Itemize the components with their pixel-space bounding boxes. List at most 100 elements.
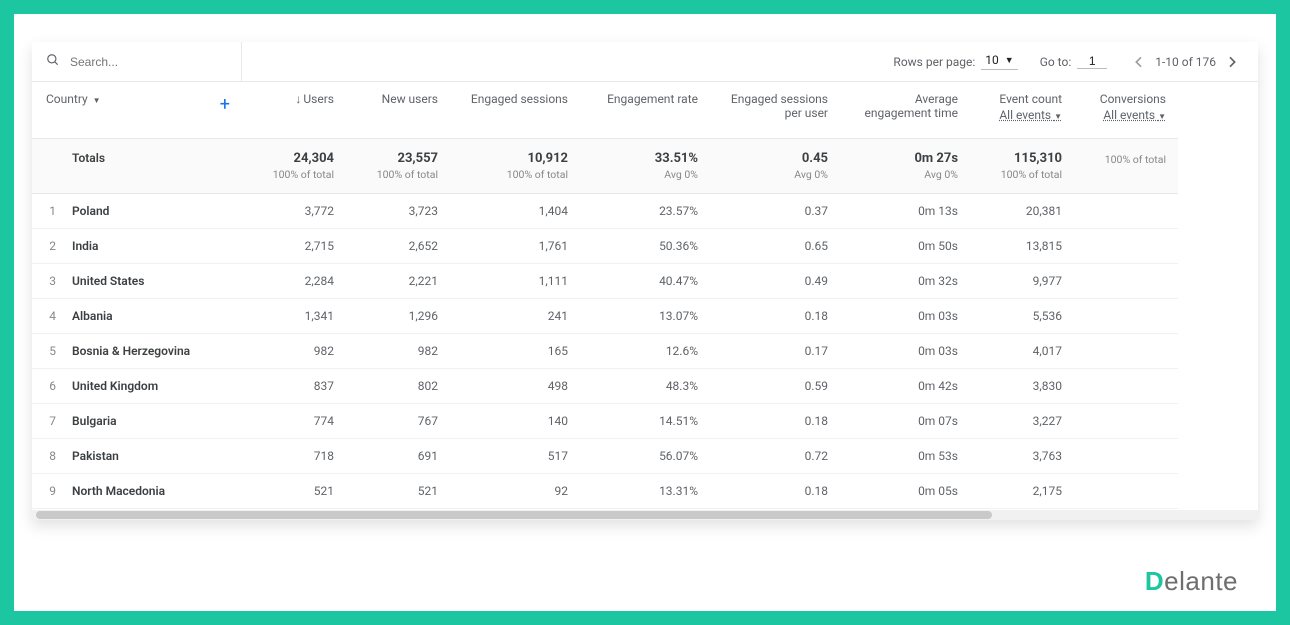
totals-cell: 24,304100% of total — [242, 138, 346, 193]
metric-cell: 3,723 — [346, 193, 450, 228]
metric-cell: 48.3% — [580, 368, 710, 403]
country-cell[interactable]: Pakistan — [66, 438, 242, 473]
search-cell[interactable] — [32, 42, 242, 81]
country-cell[interactable]: Poland — [66, 193, 242, 228]
scrollbar-thumb[interactable] — [36, 511, 992, 519]
table-row[interactable]: 7Bulgaria77476714014.51%0.180m 07s3,227 — [32, 403, 1178, 438]
totals-sub: 100% of total — [352, 168, 438, 181]
metric-cell — [1074, 438, 1178, 473]
metric-cell: 718 — [242, 438, 346, 473]
header-label: New users — [352, 92, 438, 106]
metric-cell: 0.59 — [710, 368, 840, 403]
totals-cell: 0.45Avg 0% — [710, 138, 840, 193]
metric-cell: 2,652 — [346, 228, 450, 263]
country-cell[interactable]: Bulgaria — [66, 403, 242, 438]
totals-sub: 100% of total — [456, 168, 568, 181]
metric-cell: 2,715 — [242, 228, 346, 263]
metric-cell: 0m 13s — [840, 193, 970, 228]
dimension-header[interactable]: Country ▼ + — [32, 82, 242, 138]
header-label: Engagement rate — [586, 92, 698, 106]
country-cell[interactable]: Albania — [66, 298, 242, 333]
metric-cell: 12.6% — [580, 333, 710, 368]
metric-cell: 0m 05s — [840, 473, 970, 508]
table-row[interactable]: 4Albania1,3411,29624113.07%0.180m 03s5,5… — [32, 298, 1178, 333]
table-toolbar: Rows per page: 10 ▼ Go to: 1-10 of 176 — [32, 42, 1258, 82]
goto-input[interactable] — [1077, 54, 1107, 69]
column-header-users[interactable]: ↓Users — [242, 82, 346, 138]
table-row[interactable]: 5Bosnia & Herzegovina98298216512.6%0.170… — [32, 333, 1178, 368]
metric-cell: 0m 07s — [840, 403, 970, 438]
next-page-button[interactable] — [1222, 54, 1242, 70]
metric-cell: 0.18 — [710, 473, 840, 508]
country-cell[interactable]: United States — [66, 263, 242, 298]
metric-cell: 0.18 — [710, 298, 840, 333]
metric-cell: 2,175 — [970, 473, 1074, 508]
totals-sub: 100% of total — [976, 168, 1062, 181]
header-filter[interactable]: All events ▼ — [1080, 108, 1166, 122]
metric-cell: 0.37 — [710, 193, 840, 228]
metric-cell: 241 — [450, 298, 580, 333]
metric-cell: 0m 03s — [840, 333, 970, 368]
metric-cell: 23.57% — [580, 193, 710, 228]
metric-cell: 1,341 — [242, 298, 346, 333]
metric-cell — [1074, 368, 1178, 403]
metric-cell: 837 — [242, 368, 346, 403]
table-row[interactable]: 2India2,7152,6521,76150.36%0.650m 50s13,… — [32, 228, 1178, 263]
metric-cell: 774 — [242, 403, 346, 438]
metric-cell: 1,404 — [450, 193, 580, 228]
metric-cell: 0.49 — [710, 263, 840, 298]
metric-cell: 2,221 — [346, 263, 450, 298]
metric-cell: 0m 53s — [840, 438, 970, 473]
metric-cell: 1,761 — [450, 228, 580, 263]
row-index: 3 — [32, 263, 66, 298]
table-row[interactable]: 9North Macedonia5215219213.31%0.180m 05s… — [32, 473, 1178, 508]
table-row[interactable]: 1Poland3,7723,7231,40423.57%0.370m 13s20… — [32, 193, 1178, 228]
report-card: Rows per page: 10 ▼ Go to: 1-10 of 176 — [32, 42, 1258, 520]
totals-value: 115,310 — [976, 151, 1062, 166]
column-header-avg-engagement-time[interactable]: Averageengagement time — [840, 82, 970, 138]
header-filter[interactable]: All events ▼ — [976, 108, 1062, 122]
column-header-new-users[interactable]: New users — [346, 82, 450, 138]
totals-sub: Avg 0% — [716, 168, 828, 181]
country-cell[interactable]: United Kingdom — [66, 368, 242, 403]
table-row[interactable]: 6United Kingdom83780249848.3%0.590m 42s3… — [32, 368, 1178, 403]
totals-cell: 100% of total — [1074, 138, 1178, 193]
rows-per-page-select[interactable]: 10 ▼ — [981, 53, 1017, 70]
country-cell[interactable]: Bosnia & Herzegovina — [66, 333, 242, 368]
column-header-event-count[interactable]: Event countAll events ▼ — [970, 82, 1074, 138]
column-header-engagement-rate[interactable]: Engagement rate — [580, 82, 710, 138]
rows-per-page-label: Rows per page: — [893, 55, 975, 69]
metric-cell: 982 — [346, 333, 450, 368]
totals-cell: 0m 27sAvg 0% — [840, 138, 970, 193]
table-scroll-container[interactable]: Country ▼ + ↓Users New users Engaged ses… — [32, 82, 1258, 520]
metric-cell: 982 — [242, 333, 346, 368]
column-header-engaged-sessions[interactable]: Engaged sessions — [450, 82, 580, 138]
add-dimension-button[interactable]: + — [220, 94, 230, 115]
metric-cell: 0.72 — [710, 438, 840, 473]
prev-page-button[interactable] — [1129, 54, 1149, 70]
metric-cell — [1074, 193, 1178, 228]
metric-cell: 767 — [346, 403, 450, 438]
row-index: 4 — [32, 298, 66, 333]
country-cell[interactable]: India — [66, 228, 242, 263]
metric-cell: 0m 32s — [840, 263, 970, 298]
table-row[interactable]: 3United States2,2842,2211,11140.47%0.490… — [32, 263, 1178, 298]
column-header-conversions[interactable]: ConversionsAll events ▼ — [1074, 82, 1178, 138]
totals-cell: 115,310 100% of total — [970, 138, 1074, 193]
metric-cell — [1074, 298, 1178, 333]
row-index: 1 — [32, 193, 66, 228]
table-row[interactable]: 8Pakistan71869151756.07%0.720m 53s3,763 — [32, 438, 1178, 473]
metric-cell — [1074, 403, 1178, 438]
row-index: 7 — [32, 403, 66, 438]
row-index: 2 — [32, 228, 66, 263]
metric-cell: 521 — [242, 473, 346, 508]
horizontal-scrollbar[interactable] — [32, 510, 1258, 520]
column-header-sessions-per-user[interactable]: Engaged sessionsper user — [710, 82, 840, 138]
metric-cell: 498 — [450, 368, 580, 403]
country-cell[interactable]: North Macedonia — [66, 473, 242, 508]
metric-cell: 0m 03s — [840, 298, 970, 333]
search-input[interactable] — [70, 55, 210, 69]
metric-cell: 3,830 — [970, 368, 1074, 403]
metric-cell: 14.51% — [580, 403, 710, 438]
metric-cell: 92 — [450, 473, 580, 508]
